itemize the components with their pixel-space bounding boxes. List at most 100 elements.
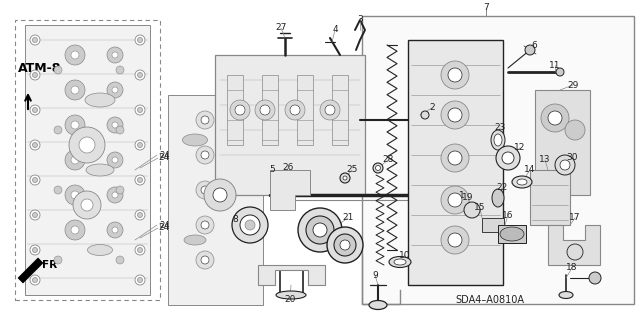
- Text: 4: 4: [332, 26, 338, 34]
- Text: 28: 28: [382, 155, 394, 165]
- Circle shape: [548, 111, 562, 125]
- Circle shape: [71, 51, 79, 59]
- Bar: [482, 218, 504, 232]
- Circle shape: [201, 186, 209, 194]
- Circle shape: [33, 72, 38, 78]
- Text: 24: 24: [158, 153, 169, 162]
- Circle shape: [135, 210, 145, 220]
- Circle shape: [441, 226, 469, 254]
- Text: 5: 5: [269, 166, 275, 174]
- Text: 7: 7: [483, 4, 489, 12]
- Circle shape: [541, 104, 569, 132]
- Circle shape: [116, 186, 124, 194]
- Circle shape: [448, 193, 462, 207]
- Circle shape: [54, 66, 62, 74]
- Circle shape: [232, 207, 268, 243]
- Circle shape: [135, 70, 145, 80]
- Circle shape: [496, 146, 520, 170]
- Circle shape: [112, 87, 118, 93]
- Circle shape: [556, 68, 564, 76]
- Circle shape: [325, 105, 335, 115]
- Circle shape: [235, 105, 245, 115]
- Circle shape: [565, 120, 585, 140]
- Text: 27: 27: [275, 24, 287, 33]
- Circle shape: [290, 105, 300, 115]
- Circle shape: [54, 256, 62, 264]
- Circle shape: [138, 248, 143, 253]
- Circle shape: [306, 216, 334, 244]
- Ellipse shape: [494, 134, 502, 146]
- Text: 24: 24: [159, 151, 170, 160]
- Circle shape: [107, 187, 123, 203]
- Circle shape: [107, 47, 123, 63]
- Text: 8: 8: [232, 216, 238, 225]
- Polygon shape: [270, 170, 310, 210]
- Circle shape: [313, 223, 327, 237]
- Circle shape: [196, 146, 214, 164]
- Circle shape: [502, 152, 514, 164]
- Text: 11: 11: [549, 61, 561, 70]
- Circle shape: [30, 275, 40, 285]
- Polygon shape: [258, 265, 325, 285]
- Circle shape: [65, 150, 85, 170]
- Ellipse shape: [512, 176, 532, 188]
- Text: 18: 18: [566, 263, 578, 272]
- Text: 15: 15: [474, 204, 486, 212]
- Ellipse shape: [182, 134, 207, 146]
- Circle shape: [54, 186, 62, 194]
- Circle shape: [71, 121, 79, 129]
- Circle shape: [81, 199, 93, 211]
- Text: 19: 19: [462, 194, 474, 203]
- Text: 6: 6: [531, 41, 537, 49]
- Circle shape: [116, 66, 124, 74]
- Circle shape: [196, 111, 214, 129]
- Circle shape: [343, 176, 347, 180]
- Text: 20: 20: [284, 295, 296, 305]
- Bar: [297, 75, 313, 145]
- Circle shape: [30, 35, 40, 45]
- Circle shape: [33, 38, 38, 42]
- Circle shape: [525, 45, 535, 55]
- Circle shape: [65, 115, 85, 135]
- Circle shape: [213, 188, 227, 202]
- Circle shape: [448, 151, 462, 165]
- Circle shape: [373, 163, 383, 173]
- Circle shape: [441, 186, 469, 214]
- Circle shape: [54, 126, 62, 134]
- Circle shape: [112, 192, 118, 198]
- Circle shape: [112, 122, 118, 128]
- Circle shape: [298, 208, 342, 252]
- Circle shape: [260, 105, 270, 115]
- Ellipse shape: [389, 256, 411, 268]
- Ellipse shape: [86, 164, 114, 176]
- Ellipse shape: [517, 179, 527, 185]
- Circle shape: [138, 38, 143, 42]
- Text: 12: 12: [515, 144, 525, 152]
- Circle shape: [589, 272, 601, 284]
- Text: 2: 2: [429, 103, 435, 113]
- Bar: [168, 95, 263, 305]
- Circle shape: [201, 221, 209, 229]
- Circle shape: [30, 245, 40, 255]
- Text: 30: 30: [566, 153, 578, 162]
- Text: 24: 24: [159, 220, 170, 229]
- Text: 26: 26: [282, 164, 294, 173]
- Circle shape: [33, 143, 38, 147]
- Circle shape: [441, 144, 469, 172]
- Text: SDA4–A0810A: SDA4–A0810A: [456, 295, 525, 305]
- Text: 17: 17: [569, 213, 580, 222]
- Text: 10: 10: [399, 250, 411, 259]
- Circle shape: [376, 166, 381, 170]
- Circle shape: [71, 191, 79, 199]
- Circle shape: [112, 227, 118, 233]
- Circle shape: [135, 35, 145, 45]
- Circle shape: [65, 185, 85, 205]
- Ellipse shape: [500, 227, 524, 241]
- Circle shape: [116, 126, 124, 134]
- Circle shape: [448, 233, 462, 247]
- Text: 25: 25: [346, 166, 358, 174]
- Polygon shape: [18, 258, 43, 283]
- Circle shape: [30, 210, 40, 220]
- Circle shape: [340, 173, 350, 183]
- Circle shape: [196, 216, 214, 234]
